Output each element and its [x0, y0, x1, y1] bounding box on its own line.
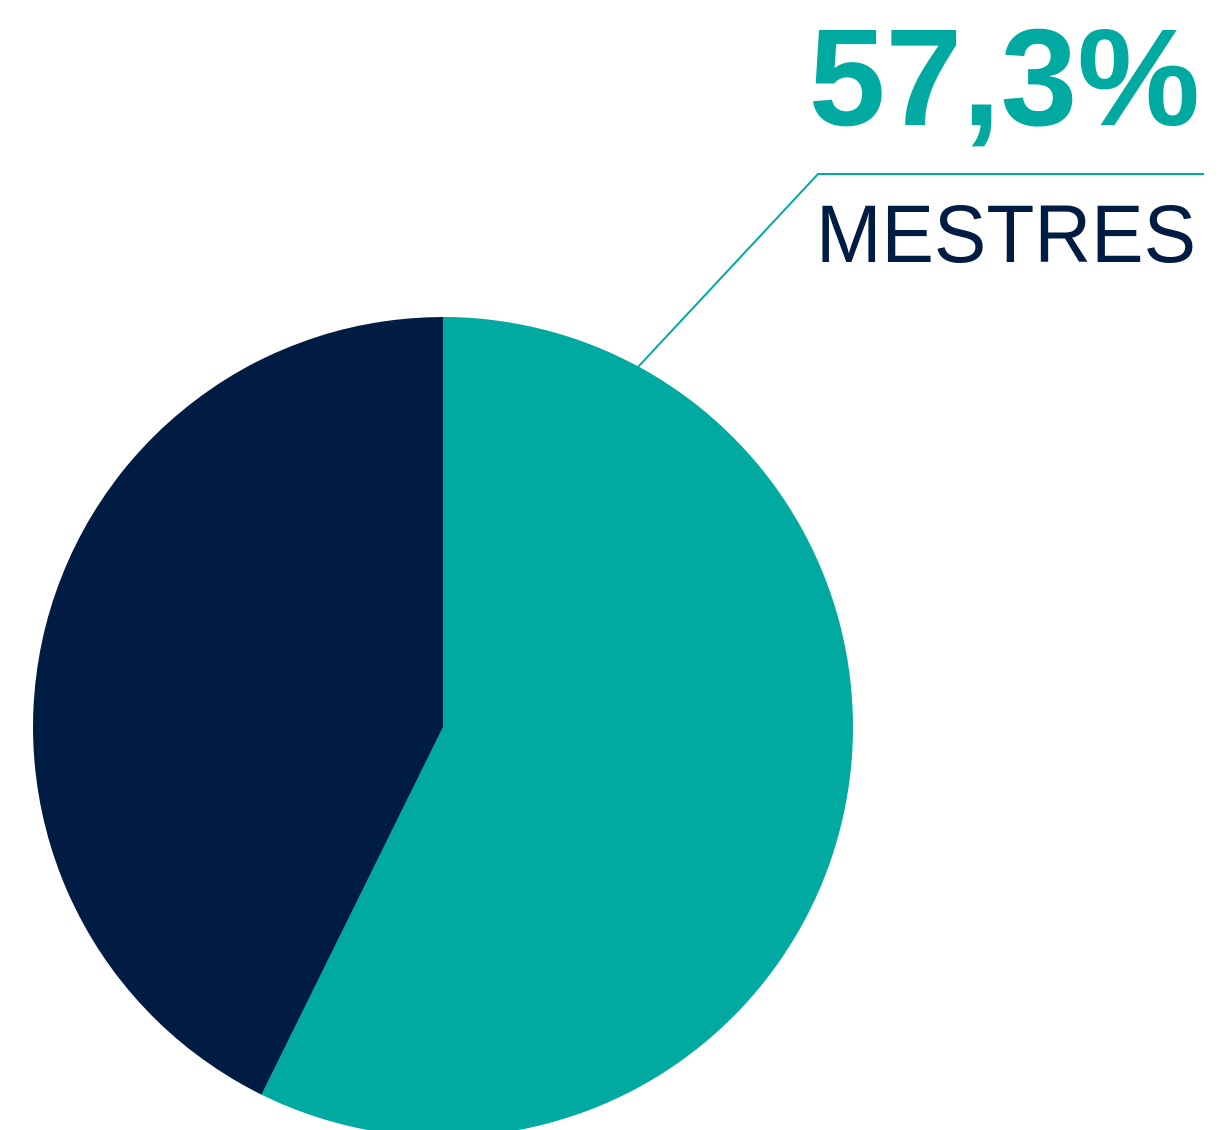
category-label: MESTRES [816, 189, 1196, 280]
pie-slice [33, 317, 443, 1095]
slices [33, 317, 853, 1130]
value-label: 57,3% [809, 1, 1200, 155]
pie-slice [261, 317, 853, 1130]
leader-line [637, 173, 1204, 368]
